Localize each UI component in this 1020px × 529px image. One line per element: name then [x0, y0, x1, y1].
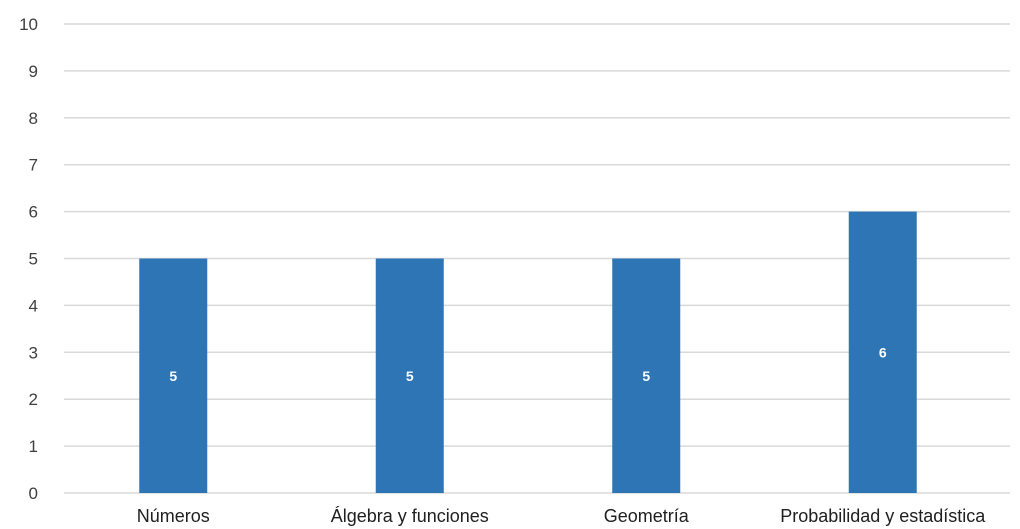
- y-axis-tick-labels: 0 1 2 3 4 5 6 7 8 9 10: [19, 15, 38, 503]
- category-label-1: Números: [137, 506, 210, 526]
- bar-1: [139, 258, 208, 493]
- y-tick-label-10: 10: [19, 15, 38, 34]
- bar-4: [848, 211, 917, 493]
- data-label-4: 6: [879, 344, 887, 360]
- y-tick-label-7: 7: [29, 156, 38, 175]
- y-tick-label-3: 3: [29, 343, 38, 362]
- bar-2: [375, 258, 444, 493]
- bars: [139, 211, 917, 493]
- y-tick-label-1: 1: [29, 437, 38, 456]
- x-axis-category-labels: Números Álgebra y funciones Geometría Proba…: [137, 506, 987, 526]
- category-label-2: Álgebra y funciones: [331, 506, 489, 526]
- gridlines: [64, 23, 1010, 494]
- bar-3: [612, 258, 681, 493]
- category-label-4: Probabilidad y estadística: [780, 506, 986, 526]
- data-label-1: 5: [169, 368, 177, 384]
- category-label-3: Geometría: [604, 506, 690, 526]
- y-tick-label-9: 9: [29, 62, 38, 81]
- y-tick-label-0: 0: [29, 484, 38, 503]
- y-tick-label-6: 6: [29, 203, 38, 222]
- y-tick-label-5: 5: [29, 250, 38, 269]
- data-labels: 5 5 5 6: [169, 344, 887, 383]
- y-tick-label-2: 2: [29, 390, 38, 409]
- data-label-2: 5: [406, 368, 414, 384]
- data-label-3: 5: [642, 368, 650, 384]
- y-tick-label-8: 8: [29, 109, 38, 128]
- y-tick-label-4: 4: [29, 296, 38, 315]
